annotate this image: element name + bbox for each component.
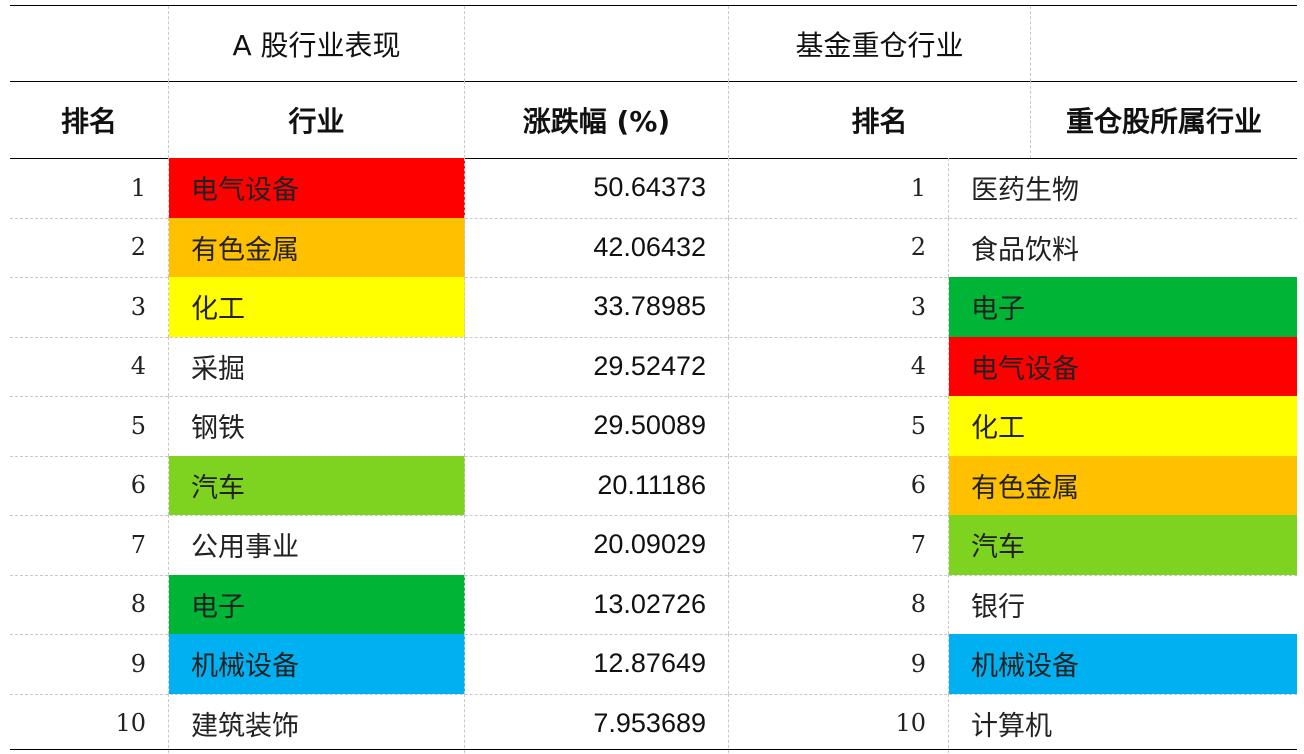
fund-industry-cell: 食品饮料 — [971, 234, 1079, 266]
change-pct-cell: 20.09029 — [465, 515, 729, 575]
fund-industry-cell: 有色金属 — [949, 455, 1297, 515]
rank2-cell: 7 — [729, 515, 949, 575]
rank-cell: 8 — [10, 574, 169, 634]
fund-industry-cell: 汽车 — [949, 515, 1297, 575]
industry-cell: 采掘 — [169, 336, 465, 396]
industry-cell: 电气设备 — [169, 158, 465, 218]
rank-cell: 4 — [10, 336, 169, 396]
table-row: 9 机械设备 12.87649 9 机械设备 — [10, 634, 1297, 695]
rank2-cell: 9 — [729, 634, 949, 694]
table-row: 10 建筑装饰 7.953689 10 计算机 — [10, 693, 1297, 753]
rank-cell: 2 — [10, 217, 169, 277]
change-pct-cell: 20.11186 — [465, 455, 729, 515]
change-pct-cell: 13.02726 — [465, 574, 729, 634]
rank2-cell: 10 — [729, 693, 949, 753]
title-header-row: A 股行业表现 基金重仓行业 — [10, 6, 1297, 82]
rank-header: 排名 — [10, 81, 169, 158]
rank-cell: 6 — [10, 455, 169, 515]
header-blank-cell — [10, 6, 169, 81]
table-row: 6 汽车 20.11186 6 有色金属 — [10, 455, 1297, 516]
change-pct-cell: 42.06432 — [465, 217, 729, 277]
industry-cell: 建筑装饰 — [169, 693, 465, 753]
change-pct-cell: 29.52472 — [465, 336, 729, 396]
rank-cell: 10 — [10, 693, 169, 753]
fund-industry-cell: 医药生物 — [971, 175, 1079, 207]
rank2-cell: 2 — [729, 217, 949, 277]
table-row: 1 电气设备 50.64373 1 医药生物 — [10, 158, 1297, 219]
column-header-row: 排名 行业 涨跌幅 (%) 排名 重仓股所属行业 — [10, 81, 1297, 159]
fund-industry-cell: 计算机 — [971, 710, 1052, 742]
change-pct-cell: 7.953689 — [465, 693, 729, 753]
industry-cell: 有色金属 — [169, 217, 465, 277]
fund-industry-cell: 电气设备 — [949, 336, 1297, 396]
fund-industry-header: 重仓股所属行业 — [1065, 104, 1262, 138]
rank-cell: 3 — [10, 277, 169, 337]
rank2-cell: 1 — [729, 158, 949, 218]
industry-cell: 机械设备 — [169, 634, 465, 694]
rank2-cell: 5 — [729, 396, 949, 456]
rank2-header: 排名 — [729, 81, 1031, 158]
industry-cell: 化工 — [169, 277, 465, 337]
fund-industry-cell: 电子 — [949, 277, 1297, 337]
fund-title: 基金重仓行业 — [729, 6, 1031, 81]
rank-cell: 9 — [10, 634, 169, 694]
rank-cell: 1 — [10, 158, 169, 218]
table-row: 3 化工 33.78985 3 电子 — [10, 277, 1297, 338]
table-row: 8 电子 13.02726 8 银行 — [10, 574, 1297, 635]
rank2-cell: 6 — [729, 455, 949, 515]
industry-cell: 公用事业 — [169, 515, 465, 575]
fund-industry-cell: 化工 — [949, 396, 1297, 456]
industry-cell: 钢铁 — [169, 396, 465, 456]
rank2-cell: 3 — [729, 277, 949, 337]
change-pct-header: 涨跌幅 (%) — [465, 81, 729, 158]
industry-comparison-table: A 股行业表现 基金重仓行业 排名 行业 涨跌幅 (%) 排名 重仓股所属行业 … — [10, 5, 1297, 753]
header-blank-cell — [465, 6, 729, 81]
change-pct-cell: 12.87649 — [465, 634, 729, 694]
fund-industry-cell: 银行 — [971, 591, 1025, 623]
rank-cell: 5 — [10, 396, 169, 456]
table-row: 2 有色金属 42.06432 2 食品饮料 — [10, 217, 1297, 278]
industry-cell: 电子 — [169, 574, 465, 634]
table-row: 4 采掘 29.52472 4 电气设备 — [10, 336, 1297, 397]
rank2-cell: 8 — [729, 574, 949, 634]
industry-cell: 汽车 — [169, 455, 465, 515]
industry-header: 行业 — [169, 81, 465, 158]
table-row: 5 钢铁 29.50089 5 化工 — [10, 396, 1297, 457]
change-pct-cell: 33.78985 — [465, 277, 729, 337]
header-blank-cell — [1031, 6, 1297, 81]
change-pct-cell: 29.50089 — [465, 396, 729, 456]
change-pct-cell: 50.64373 — [465, 158, 729, 218]
table-row: 7 公用事业 20.09029 7 汽车 — [10, 515, 1297, 576]
rank2-cell: 4 — [729, 336, 949, 396]
rank-cell: 7 — [10, 515, 169, 575]
a-share-title: A 股行业表现 — [169, 6, 465, 81]
fund-industry-cell: 机械设备 — [949, 634, 1297, 694]
